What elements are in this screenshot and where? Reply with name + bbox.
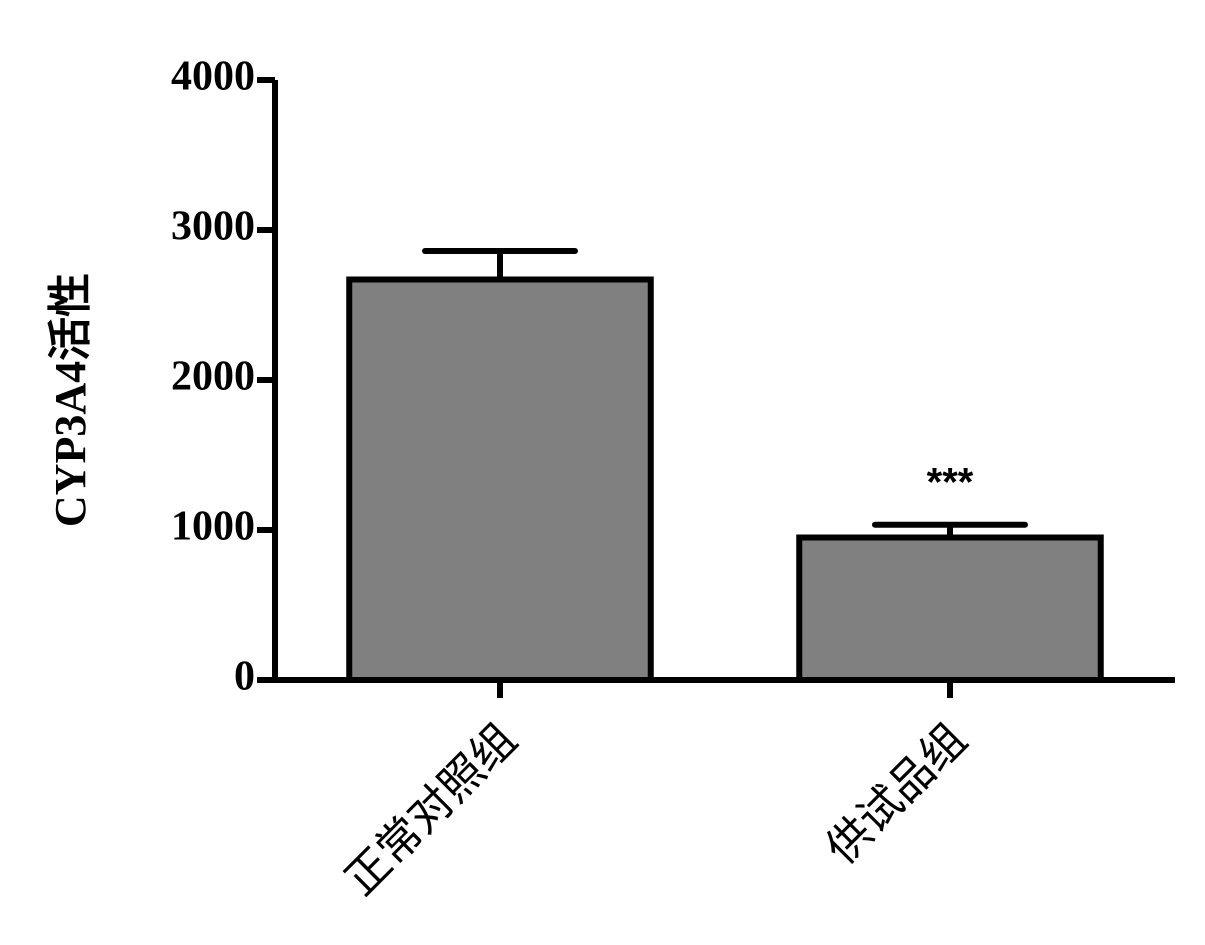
bar [796, 534, 1104, 683]
y-tick-label: 1000 [171, 504, 255, 550]
y-tick-label: 0 [234, 654, 255, 700]
annotation: *** [927, 460, 974, 504]
y-tick-label: 4000 [171, 54, 255, 100]
y-axis-label: CYP3A4活性 [46, 273, 95, 527]
x-tick-label: 正常对照组 [336, 715, 526, 905]
y-tick-label: 2000 [171, 354, 255, 400]
y-tick-label: 3000 [171, 204, 255, 250]
bar [346, 276, 654, 683]
x-tick-label: 供试品组 [817, 715, 976, 874]
